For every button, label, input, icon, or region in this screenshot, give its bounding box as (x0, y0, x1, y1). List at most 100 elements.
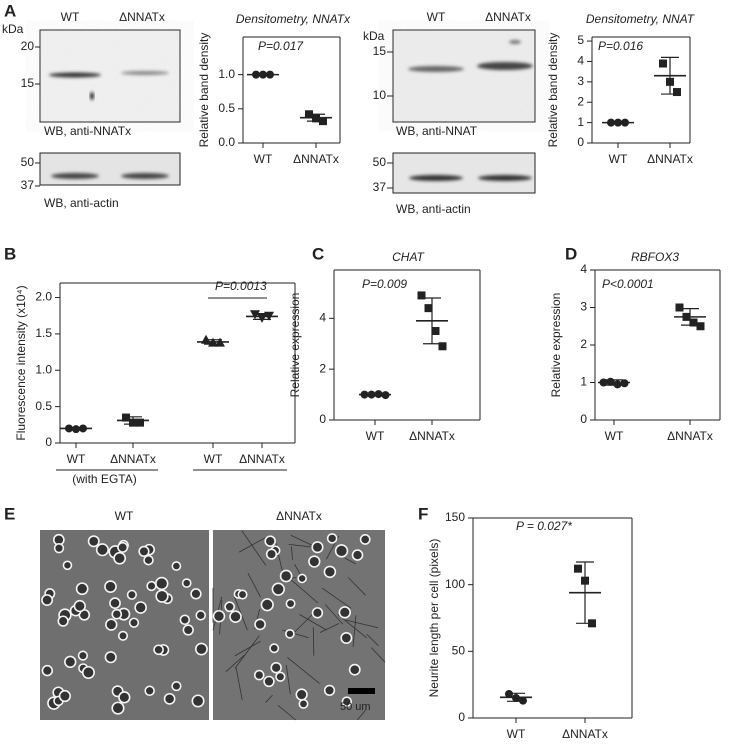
neurite (321, 587, 352, 609)
cell (311, 541, 324, 554)
point (673, 88, 681, 97)
point (122, 413, 130, 422)
point (72, 425, 80, 434)
cell (340, 631, 353, 644)
group-label: (with EGTA) (72, 472, 136, 486)
point (417, 291, 426, 300)
point (305, 110, 313, 119)
point (65, 424, 73, 433)
point (620, 379, 629, 388)
cell (334, 544, 349, 558)
chart-title: CHAT (392, 250, 425, 264)
blot-texture (393, 30, 535, 122)
neurite (290, 546, 293, 560)
cell (195, 610, 207, 621)
neurite (347, 577, 367, 596)
spot (90, 92, 94, 100)
neurite (288, 577, 319, 604)
cell (194, 642, 208, 656)
point (424, 304, 433, 313)
x-tick-label: ΔNNATx (239, 452, 285, 466)
x-tick-label: WT (67, 452, 86, 466)
neurite (299, 614, 327, 631)
cell (64, 655, 77, 669)
mw-label: 10 (373, 88, 387, 102)
panel-label: E (4, 504, 15, 523)
cell (134, 601, 147, 614)
y-axis-label: Relative band density (546, 33, 560, 148)
point (659, 59, 667, 68)
y-tick-label: 4 (577, 54, 584, 68)
cell (57, 615, 69, 627)
mw-label: 50 (373, 155, 387, 169)
point (264, 311, 274, 321)
point (505, 690, 513, 698)
cell (41, 594, 54, 607)
cell (191, 694, 205, 708)
cell (264, 535, 276, 547)
image-label: ΔNNATx (276, 509, 322, 523)
neurite (238, 534, 271, 553)
neurite (337, 614, 368, 639)
point (438, 342, 447, 351)
cell (113, 551, 127, 565)
x-tick-label: ΔNNATx (293, 152, 339, 166)
cell (171, 681, 182, 692)
cell (229, 610, 242, 624)
x-tick-label: WT (609, 152, 628, 166)
cell (171, 561, 182, 571)
cell (323, 684, 336, 697)
cell (126, 589, 137, 600)
neurite (345, 619, 379, 629)
y-axis-label: Relative expression (288, 293, 302, 398)
panel-label: D (565, 244, 577, 263)
cell (117, 541, 129, 553)
band (49, 72, 101, 78)
x-tick-label: ΔNNATx (667, 429, 713, 443)
cell (254, 618, 266, 631)
mw-label: 20 (21, 39, 35, 53)
neurite (247, 572, 261, 598)
neurite (287, 657, 320, 684)
image-label: WT (115, 509, 134, 523)
y-tick-label: 0.0 (218, 135, 235, 149)
cell (341, 696, 353, 707)
cell (271, 582, 285, 596)
cell (182, 624, 194, 636)
x-tick-label: ΔNNATx (647, 152, 693, 166)
y-tick-label: 1 (577, 115, 584, 129)
band (478, 175, 532, 181)
y-axis-label: Relative band density (197, 33, 211, 148)
neurite (370, 647, 386, 663)
cell (58, 689, 72, 703)
annotation: P=0.009 (362, 277, 407, 291)
neurite (277, 704, 297, 721)
point (666, 77, 674, 86)
cell (359, 534, 371, 545)
x-tick-label: ΔNNATx (110, 452, 156, 466)
spot (509, 40, 521, 44)
cell (275, 671, 286, 682)
y-tick-label: 5 (577, 33, 584, 47)
blot (39, 152, 181, 186)
point (607, 118, 615, 127)
point (588, 619, 596, 628)
cell (270, 661, 282, 674)
cell (104, 651, 117, 664)
point (319, 117, 327, 126)
neurite (241, 530, 266, 566)
x-tick-label: ΔNNATx (562, 727, 608, 741)
neurite (285, 665, 291, 695)
cell (153, 644, 164, 656)
cell (295, 688, 308, 701)
point (215, 337, 225, 347)
point (613, 380, 622, 389)
blot (392, 152, 536, 194)
cell (311, 607, 324, 619)
cell (179, 614, 191, 626)
cell (111, 608, 123, 620)
cell (212, 609, 226, 623)
y-axis-label: Fluorescence intensity (x10⁴) (14, 285, 28, 440)
cell (297, 573, 307, 584)
